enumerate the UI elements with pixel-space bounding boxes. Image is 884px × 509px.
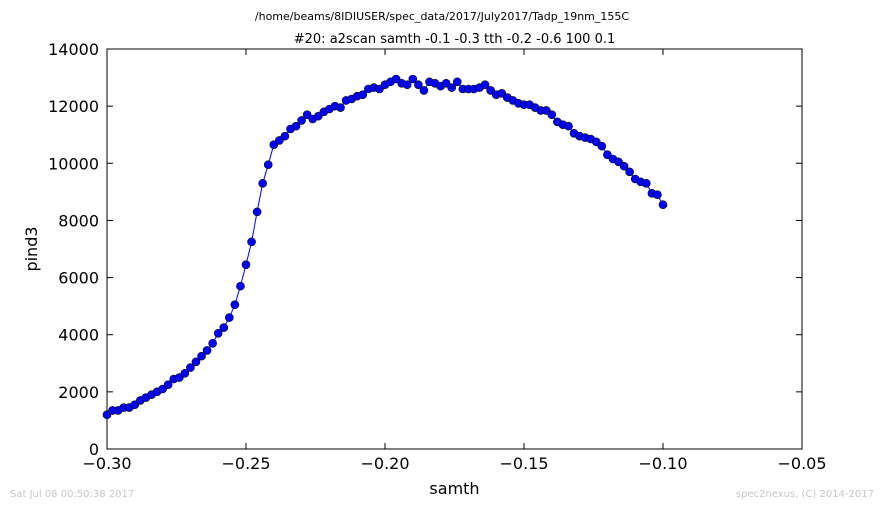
y-tick-label: 8000 [58, 211, 99, 230]
data-point [258, 178, 267, 188]
data-point [241, 260, 251, 270]
y-tick-label: 12000 [48, 97, 99, 116]
data-point [447, 83, 457, 92]
data-point [230, 300, 240, 310]
x-tick-label: −0.15 [499, 454, 548, 473]
x-tick-label: −0.10 [638, 454, 687, 473]
data-point [619, 161, 629, 171]
data-point [236, 281, 245, 291]
y-tick-label: 4000 [58, 326, 99, 345]
data-point [658, 200, 668, 210]
data-point [653, 190, 662, 200]
y-axis-label: pind3 [22, 226, 41, 271]
y-tick-label: 0 [89, 440, 99, 459]
data-point [564, 121, 573, 131]
data-point [202, 346, 212, 355]
axes-frame [106, 48, 803, 450]
data-point [247, 237, 256, 247]
data-point [358, 90, 368, 100]
chart-title: #20: a2scan samth -0.1 -0.3 tth -0.2 -0.… [294, 32, 616, 47]
x-tick-label: −0.25 [221, 454, 270, 473]
x-tick-label: −0.20 [360, 454, 409, 473]
data-point [642, 178, 651, 188]
data-point [414, 80, 423, 90]
data-point [408, 74, 418, 84]
data-point [208, 338, 217, 348]
x-axis-label: samth [429, 479, 479, 498]
data-point [219, 323, 229, 332]
x-tick-label: −0.05 [777, 454, 826, 473]
y-tick-label: 6000 [58, 269, 99, 288]
data-point [297, 116, 306, 125]
data-point [197, 351, 206, 361]
x-tick-label: −0.30 [82, 454, 131, 473]
data-point [402, 80, 412, 90]
data-point [180, 368, 190, 378]
data-point [163, 380, 173, 390]
data-point [452, 77, 462, 87]
footer-credit: spec2nexus, (C) 2014-2017 [735, 489, 874, 500]
y-tick-label: 2000 [58, 383, 99, 402]
data-point [419, 86, 429, 95]
data-point [252, 207, 262, 217]
data-point [291, 121, 301, 131]
data-point [263, 160, 273, 170]
data-point [280, 131, 290, 141]
data-point [191, 357, 201, 367]
footer-timestamp: Sat Jul 08 00:50:38 2017 [10, 489, 135, 500]
data-point [625, 167, 634, 177]
y-tick-label: 14000 [48, 40, 99, 59]
data-point [336, 103, 345, 112]
data-point [547, 110, 557, 120]
data-point [213, 328, 223, 338]
data-point [186, 363, 195, 372]
data-point [480, 80, 490, 90]
figure-suptitle: /home/beams/8IDIUSER/spec_data/2017/July… [254, 10, 630, 23]
data-point [597, 141, 607, 151]
y-tick-label: 10000 [48, 154, 99, 173]
data-point [225, 313, 234, 322]
